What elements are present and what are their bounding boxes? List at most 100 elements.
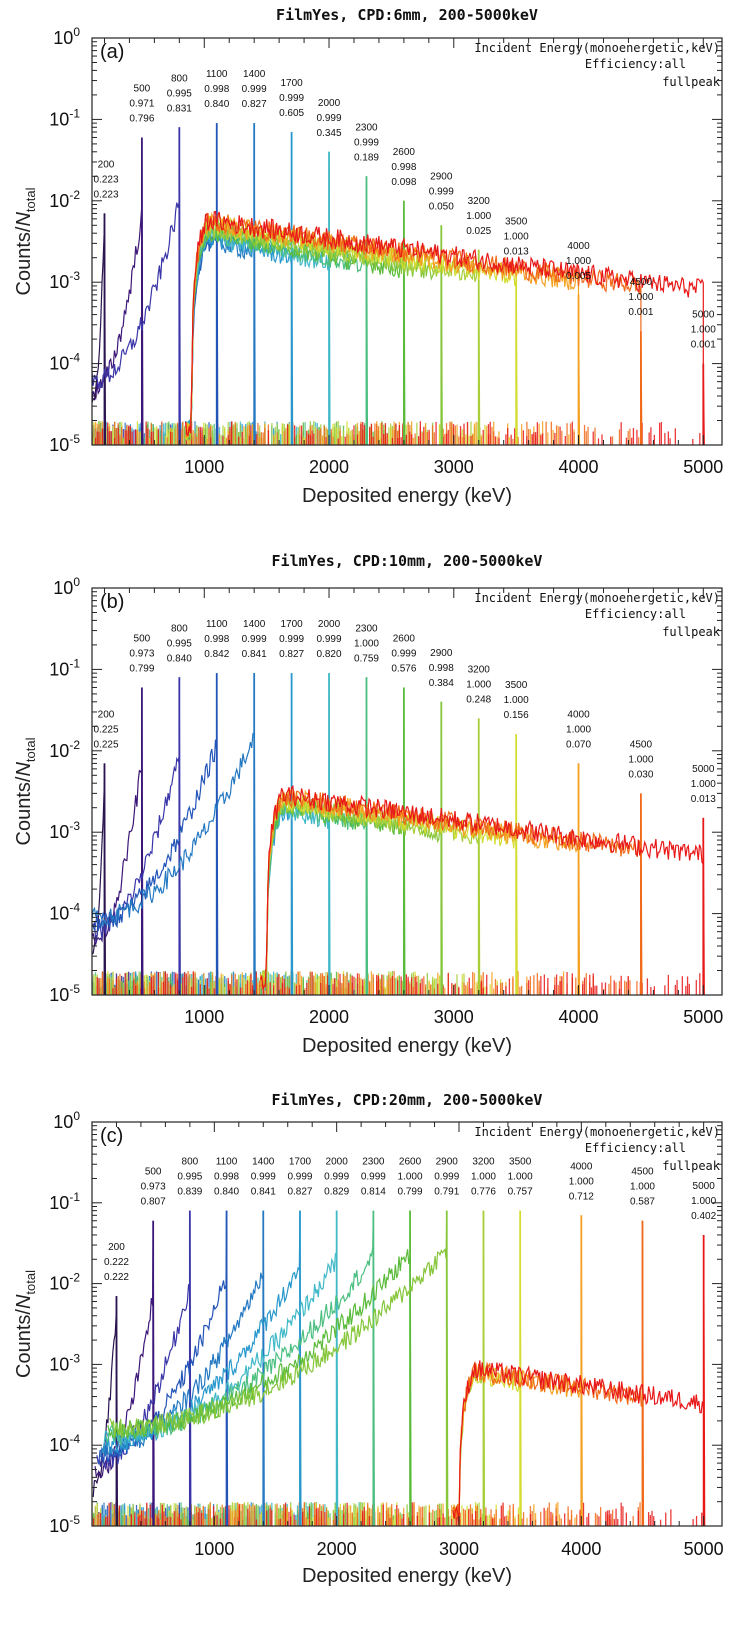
legend-line: Incident Energy(monoenergetic,keV) <box>474 591 720 605</box>
spectrum-line-800 <box>96 1210 192 1526</box>
spectrum-line-200 <box>92 763 107 995</box>
peak-fullpeak-label: 0.001 <box>691 340 716 351</box>
peak-fullpeak-label: 0.587 <box>630 1197 655 1208</box>
peak-efficiency-label: 1.000 <box>508 1172 533 1183</box>
y-tick-label: 10-3 <box>49 269 80 292</box>
legend-line: Efficiency:all <box>585 1141 686 1155</box>
y-tick-label: 10-1 <box>49 656 80 679</box>
spectrum-line-5000 <box>259 785 705 995</box>
peak-efficiency-label: 0.999 <box>361 1172 386 1183</box>
peak-energy-label: 2900 <box>430 171 453 182</box>
peak-fullpeak-label: 0.827 <box>242 99 267 110</box>
peak-fullpeak-label: 0.839 <box>177 1187 202 1198</box>
y-tick-label: 10-5 <box>49 982 80 1005</box>
peak-fullpeak-label: 0.156 <box>504 710 529 721</box>
peak-fullpeak-label: 0.005 <box>566 271 591 282</box>
peak-energy-label: 2600 <box>393 147 416 158</box>
peak-energy-label: 3200 <box>472 1157 495 1168</box>
peak-efficiency-label: 0.999 <box>317 634 342 645</box>
y-tick-label: 10-3 <box>49 819 80 842</box>
peak-fullpeak-label: 0.791 <box>434 1187 459 1198</box>
legend-line: Efficiency:all <box>585 57 686 71</box>
peak-fullpeak-label: 0.841 <box>251 1187 276 1198</box>
spectrum-line-2600 <box>259 687 406 995</box>
peak-energy-label: 4000 <box>567 709 590 720</box>
peak-efficiency-label: 1.000 <box>566 256 591 267</box>
peak-fullpeak-label: 0.013 <box>691 794 716 805</box>
peak-energy-label: 5000 <box>692 310 715 321</box>
spectrum-line-3200 <box>259 718 481 995</box>
spectrum-line-2900 <box>259 701 443 995</box>
spectrum-line-5000 <box>452 1234 706 1526</box>
peak-efficiency-label: 1.000 <box>628 754 653 765</box>
panel-label-b: (b) <box>100 591 124 613</box>
peak-fullpeak-label: 0.840 <box>214 1187 239 1198</box>
peak-energy-label: 1400 <box>243 69 266 80</box>
peak-fullpeak-label: 0.384 <box>429 678 454 689</box>
peak-efficiency-label: 1.000 <box>691 779 716 790</box>
peak-efficiency-label: 1.000 <box>354 638 379 649</box>
spectrum-line-200 <box>92 213 107 445</box>
chart-title-b: FilmYes, CPD:10mm, 200-5000keV <box>272 552 543 570</box>
peak-efficiency-label: 1.000 <box>471 1172 496 1183</box>
spectrum-line-800 <box>92 127 181 445</box>
peak-fullpeak-label: 0.248 <box>466 694 491 705</box>
peak-efficiency-label: 0.999 <box>317 113 342 124</box>
x-tick-label: 4000 <box>559 1007 599 1027</box>
peak-efficiency-label: 0.999 <box>429 186 454 197</box>
y-tick-label: 10-4 <box>49 1432 80 1455</box>
peak-efficiency-label: 0.995 <box>167 638 192 649</box>
legend-line: Efficiency:all <box>585 607 686 621</box>
spectrum-line-2900 <box>109 1210 449 1526</box>
legend-line: fullpeak <box>662 1159 721 1173</box>
y-tick-label: 10-2 <box>49 1271 80 1294</box>
peak-efficiency-label: 1.000 <box>504 695 529 706</box>
peak-fullpeak-label: 0.831 <box>167 103 192 114</box>
peak-energy-label: 2300 <box>355 122 378 133</box>
peak-efficiency-label: 1.000 <box>466 679 491 690</box>
peak-energy-label: 800 <box>171 73 188 84</box>
peak-fullpeak-label: 0.050 <box>429 201 454 212</box>
peak-energy-label: 800 <box>171 623 188 634</box>
chart-title-c: FilmYes, CPD:20mm, 200-5000keV <box>272 1091 543 1109</box>
x-tick-label: 5000 <box>684 1539 724 1559</box>
y-axis-label-a: Counts/Ntotal <box>13 187 38 295</box>
plot-area-c <box>92 1210 706 1526</box>
peak-energy-label: 1700 <box>289 1157 312 1168</box>
y-tick-label: 100 <box>53 25 80 48</box>
chart-panel-b: FilmYes, CPD:10mm, 200-5000keV 1000 2000 30… <box>0 537 756 1082</box>
peak-energy-label: 3200 <box>468 196 491 207</box>
y-axis-a: 100 10-1 10-2 10-3 10-4 10-5 <box>49 25 722 455</box>
noise-floor-a <box>92 421 701 445</box>
peak-energy-label: 200 <box>108 1242 125 1253</box>
plot-frame-b <box>91 587 723 996</box>
x-axis-label-a: Deposited energy (keV) <box>302 485 512 507</box>
peak-fullpeak-label: 0.402 <box>691 1211 716 1222</box>
peak-energy-label: 2000 <box>318 98 341 109</box>
peak-energy-label: 800 <box>182 1157 199 1168</box>
spectrum-line-2000 <box>103 1210 339 1526</box>
peak-fullpeak-label: 0.030 <box>628 769 653 780</box>
x-axis-label-c: Deposited energy (keV) <box>302 1565 512 1587</box>
peak-efficiency-label: 0.998 <box>204 634 229 645</box>
y-tick-label: 10-5 <box>49 1513 80 1536</box>
x-tick-label: 1000 <box>194 1539 234 1559</box>
peak-energy-label: 5000 <box>692 764 715 775</box>
y-tick-label: 10-4 <box>49 351 80 374</box>
peak-energy-label: 2000 <box>326 1157 349 1168</box>
x-axis-c: 1000 2000 3000 4000 5000 <box>91 1122 724 1559</box>
spectrum-line-1400 <box>100 1210 265 1526</box>
x-tick-label: 2000 <box>309 1007 349 1027</box>
y-tick-label: 10-1 <box>49 1190 80 1213</box>
peak-fullpeak-label: 0.189 <box>354 152 379 163</box>
y-tick-label: 100 <box>53 575 80 598</box>
peak-annotations-c: 200 0.222 0.222 500 0.973 0.807 800 0.995 0.839 1… <box>104 1157 717 1283</box>
peak-fullpeak-label: 0.796 <box>129 113 154 124</box>
peak-energy-label: 2600 <box>399 1157 422 1168</box>
peak-energy-label: 2000 <box>318 619 341 630</box>
peak-efficiency-label: 0.999 <box>279 93 304 104</box>
x-tick-label: 4000 <box>561 1539 601 1559</box>
peak-fullpeak-label: 0.827 <box>287 1187 312 1198</box>
peak-fullpeak-label: 0.222 <box>104 1272 129 1283</box>
peak-efficiency-label: 0.973 <box>129 648 154 659</box>
